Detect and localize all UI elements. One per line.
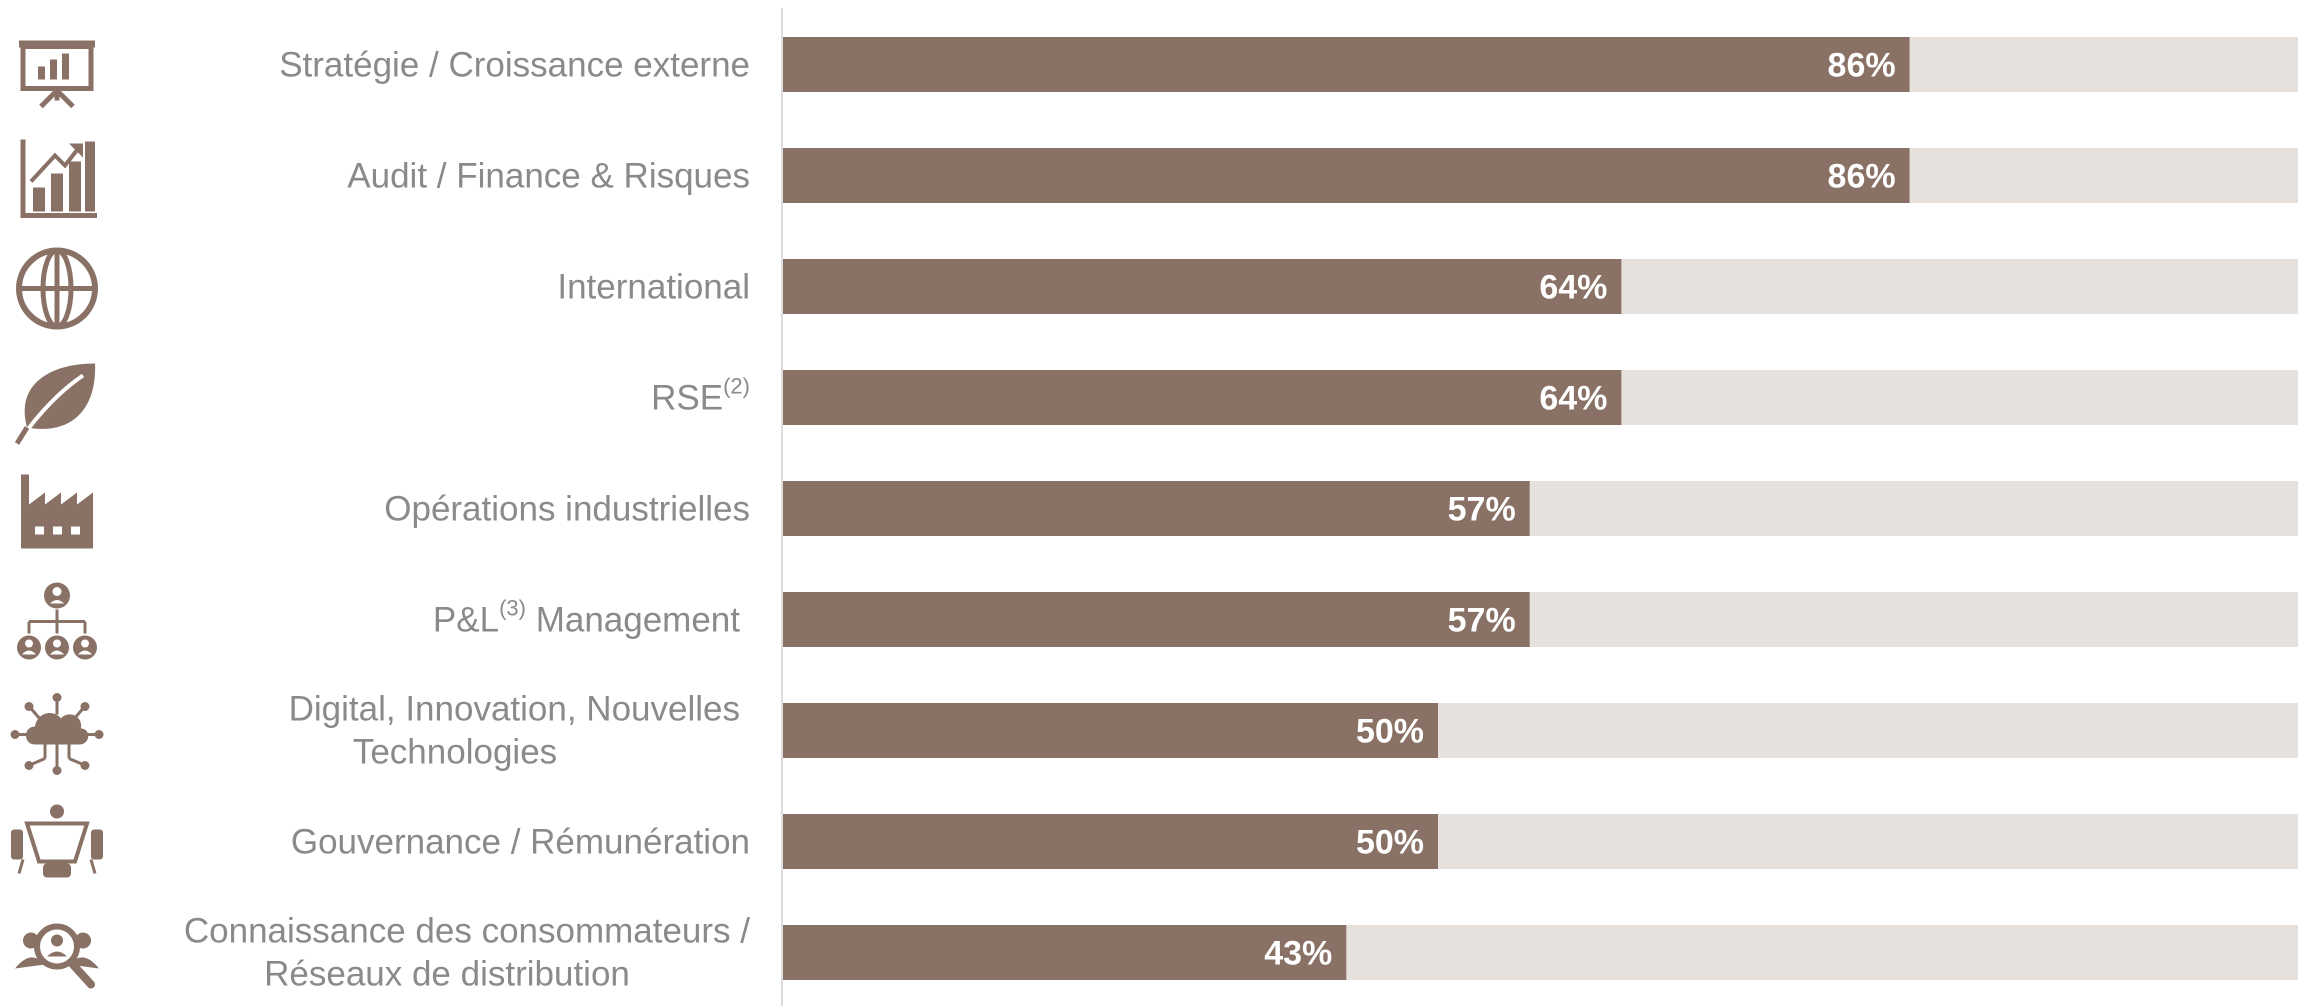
consumer-search-icon xyxy=(15,923,99,989)
bar xyxy=(783,148,1910,203)
bar xyxy=(783,481,1530,536)
bar-row: 50% Gouvernance / Rémunération xyxy=(11,804,2298,878)
category-label-text: Gouvernance / Rémunération xyxy=(291,823,750,862)
category-label: Opérations industrielles xyxy=(384,490,750,529)
bar-row: 50% Digital, Innovation, Nouvelles Technol… xyxy=(10,690,2298,775)
bar-row: 57% P&L(3) Management xyxy=(17,582,2298,660)
meeting-table-icon xyxy=(11,804,103,878)
category-label-text: Opérations industrielles xyxy=(384,490,750,529)
presentation-chart-icon xyxy=(19,40,95,109)
bar-value-label: 86% xyxy=(1828,47,1896,85)
category-label-text: RSE xyxy=(651,379,723,418)
bar xyxy=(783,592,1530,647)
bar xyxy=(783,925,1347,980)
category-footnote: (3) xyxy=(499,596,526,621)
growth-chart-icon xyxy=(20,139,97,218)
bar-row: 64% International xyxy=(16,247,2298,330)
bar-value-label: 50% xyxy=(1356,824,1424,862)
category-label-text: Audit / Finance & Risques xyxy=(347,157,750,196)
org-chart-icon xyxy=(17,582,97,660)
category-label: Audit / Finance & Risques xyxy=(347,157,750,196)
leaf-icon xyxy=(14,363,96,445)
category-label: International xyxy=(557,268,750,307)
category-label-suffix: Management xyxy=(526,601,740,640)
bar xyxy=(783,703,1438,758)
category-label-line2: Réseaux de distribution xyxy=(264,955,630,994)
globe-icon xyxy=(16,247,98,330)
category-label-line2: Technologies xyxy=(353,733,557,772)
category-label: Stratégie / Croissance externe xyxy=(279,46,750,85)
bar xyxy=(783,814,1438,869)
bar-row: 86% Audit / Finance & Risques xyxy=(20,139,2298,218)
bar-row: 86% Stratégie / Croissance externe xyxy=(19,37,2298,109)
bar-value-label: 50% xyxy=(1356,713,1424,751)
factory-icon xyxy=(21,474,93,549)
bar xyxy=(783,37,1910,92)
bar-row: 64% RSE(2) xyxy=(14,363,2298,445)
category-label: Digital, Innovation, Nouvelles xyxy=(289,690,740,729)
category-label: Gouvernance / Rémunération xyxy=(291,823,750,862)
bar-value-label: 64% xyxy=(1539,380,1607,418)
bar-row: 57% Opérations industrielles xyxy=(21,474,2298,549)
bar xyxy=(783,259,1622,314)
bar-row: 43% Connaissance des consommateurs / Résea… xyxy=(15,912,2298,994)
category-label: RSE(2) xyxy=(651,374,750,418)
bar xyxy=(783,370,1622,425)
bar-value-label: 86% xyxy=(1828,158,1896,196)
bar-value-label: 43% xyxy=(1264,935,1332,973)
cloud-network-icon xyxy=(10,693,104,775)
category-label: Connaissance des consommateurs / xyxy=(184,912,750,951)
bar-value-label: 57% xyxy=(1448,602,1516,640)
category-footnote: (2) xyxy=(723,374,750,399)
category-label-text: P&L xyxy=(433,601,499,640)
bar-value-label: 57% xyxy=(1448,491,1516,529)
category-label-text: Stratégie / Croissance externe xyxy=(279,46,750,85)
bar-value-label: 64% xyxy=(1539,269,1607,307)
category-label: P&L(3) Management xyxy=(433,596,740,640)
category-label-text: International xyxy=(557,268,750,307)
